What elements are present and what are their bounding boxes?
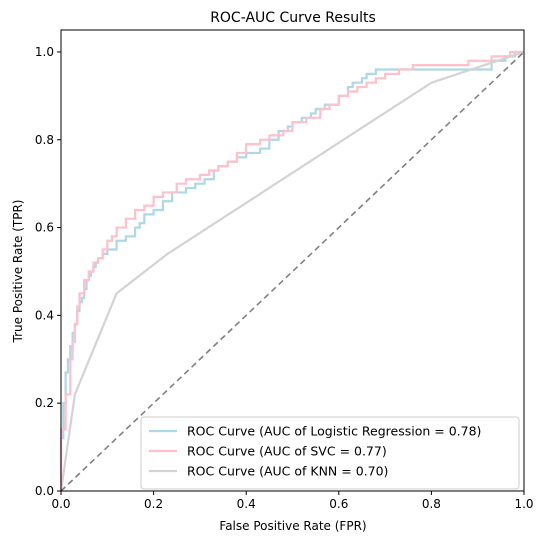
plot-area: 0.0 0.2 0.4 0.6 0.8 1.0 0.0 0.2 0.4 0.6 0.8 1.0 (35, 29, 534, 511)
y-tick-label: 0.0 (35, 484, 54, 498)
y-tick-label: 0.2 (35, 396, 54, 410)
series-line-0 (59, 50, 524, 491)
legend: ROC Curve (AUC of Logistic Regression = … (140, 416, 520, 490)
y-tick-label: 0.6 (35, 221, 54, 235)
legend-entry: ROC Curve (AUC of Logistic Regression = … (187, 424, 481, 439)
x-tick-label: 0.2 (144, 497, 163, 511)
diagonal-reference-line (60, 51, 525, 492)
x-tick-label: 0.4 (237, 497, 256, 511)
y-tick-label: 0.8 (35, 133, 54, 147)
legend-box (140, 416, 520, 490)
series-line-1 (59, 50, 524, 491)
y-tick-label: 0.4 (35, 308, 54, 322)
chart-title: ROC-AUC Curve Results (210, 10, 376, 26)
legend-entry: ROC Curve (AUC of SVC = 0.77) (187, 444, 387, 459)
series-line-2 (59, 50, 525, 492)
x-tick-label: 1.0 (514, 497, 533, 511)
x-axis-label: False Positive Rate (FPR) (219, 519, 366, 533)
x-tick-label: 0.6 (329, 497, 348, 511)
x-tick-label: 0.8 (422, 497, 441, 511)
y-axis-label: True Positive Rate (TPR) (11, 200, 25, 344)
plot-frame (60, 29, 525, 492)
x-tick-label: 0.0 (51, 497, 70, 511)
legend-entry: ROC Curve (AUC of KNN = 0.70) (187, 464, 388, 479)
y-tick-label: 1.0 (35, 45, 54, 59)
